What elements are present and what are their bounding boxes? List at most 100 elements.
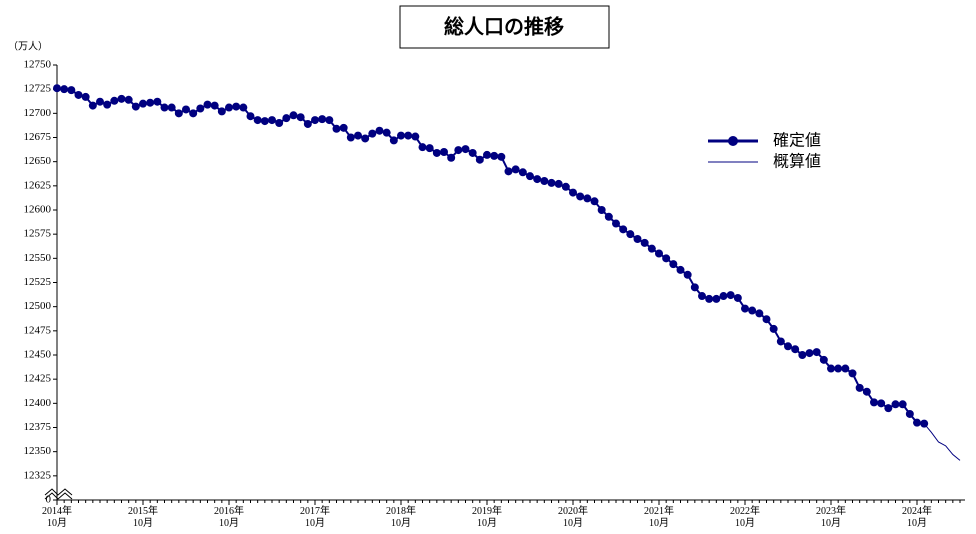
data-point [812,348,821,357]
data-point [504,167,513,176]
data-point [332,124,341,133]
data-point [640,238,649,247]
data-point [160,103,169,112]
x-tick-label: 2023年 10月 [816,506,846,529]
data-point [526,172,534,181]
y-tick-label: 12675 [24,131,52,143]
data-point [260,117,269,126]
data-point [597,206,606,214]
data-point [590,197,599,206]
axis-break [44,488,73,500]
data-point [626,230,635,239]
data-point [762,315,771,324]
data-point [769,324,778,333]
data-point [225,103,233,112]
y-tick-label: 12475 [24,324,52,336]
data-point [268,116,276,125]
data-point [246,112,255,121]
data-point [683,270,692,279]
data-point [232,102,241,111]
data-point [146,98,155,107]
data-point [354,131,362,140]
x-tick-label: 2022年 10月 [730,506,760,529]
x-tick-label: 2020年 10月 [558,506,588,529]
data-point [712,294,721,303]
data-point [375,126,384,135]
data-point [117,94,126,103]
data-point [518,168,527,177]
data-point [339,123,348,132]
data-point [647,244,656,253]
x-tick-label: 2021年 10月 [644,506,674,529]
data-point [547,178,556,187]
data-point [604,212,613,221]
legend-marker [728,136,738,146]
data-point [633,235,642,243]
data-point [318,115,327,124]
data-point [454,146,463,155]
data-point [483,150,491,159]
data-point [475,155,484,164]
data-point [841,364,850,373]
data-point [891,400,900,409]
chart-title: 総人口の推移 [444,15,564,39]
series-line [923,423,961,461]
y-tick-label: 12325 [24,469,52,481]
x-tick-label: 2014年 10月 [42,506,72,529]
y-tick-label: 12750 [24,59,52,71]
data-point [905,409,914,418]
data-point [196,104,205,113]
data-point [855,383,864,392]
y-tick-label: 0 [46,494,52,506]
data-point [655,249,663,258]
y-tick-label: 12450 [24,349,52,361]
data-point [325,116,334,125]
data-point [296,113,305,122]
y-tick-label: 12400 [24,397,52,409]
y-tick-label: 12500 [24,300,52,312]
data-point [239,103,248,112]
data-point [189,109,198,118]
data-point [60,85,69,94]
y-tick-label: 12525 [24,276,52,288]
x-tick-label: 2024年 10月 [902,506,932,529]
data-point [167,103,176,112]
y-tick-label: 12650 [24,155,52,167]
data-point [74,90,83,99]
data-point [253,116,262,125]
data-point [676,265,685,274]
data-point [289,111,298,120]
data-point [88,101,97,110]
x-tick-label: 2015年 10月 [128,506,158,529]
data-point [497,152,506,161]
title-box [399,5,610,49]
data-point [382,128,391,137]
data-point [182,105,190,114]
data-point [440,148,448,156]
data-point [561,182,570,191]
data-point [361,134,370,143]
data-point [311,116,319,125]
data-point [210,101,219,110]
data-point [576,192,585,201]
data-point [784,342,792,351]
data-point [303,119,312,128]
data-point [418,143,427,152]
y-tick-label: 12350 [24,445,52,457]
data-point [131,102,140,111]
y-tick-label: 12550 [24,252,52,264]
data-point [447,153,456,162]
y-tick-label: 12725 [24,83,52,95]
data-point [554,179,563,188]
legend-label: 確定値 [773,131,821,150]
data-point [862,387,871,396]
data-point [569,188,577,197]
x-tick-label: 2019年 10月 [472,506,502,529]
data-point [898,400,907,409]
y-axis-label: （万人） [8,40,48,52]
data-point [346,133,355,142]
data-point [877,399,886,408]
data-point [726,291,735,300]
data-point [203,100,212,109]
